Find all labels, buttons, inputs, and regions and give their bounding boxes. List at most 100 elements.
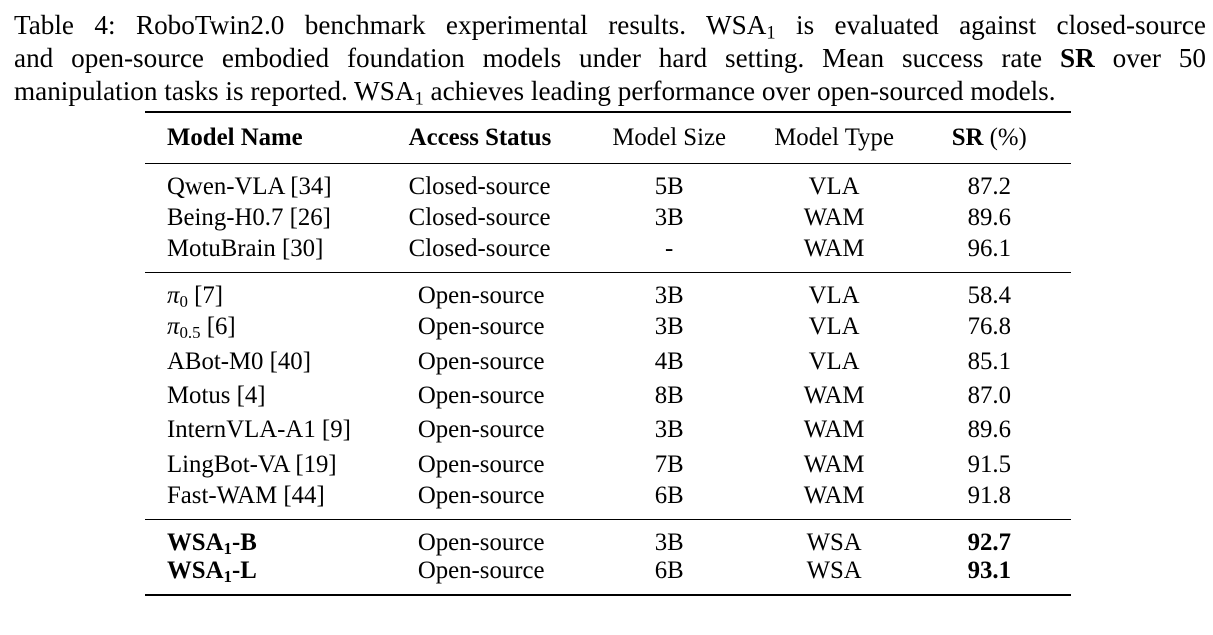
header-sr-unit: (%) <box>983 124 1027 151</box>
caption-line-1: Table 4: RoboTwin2.0 benchmark experimen… <box>14 9 1206 42</box>
header-model-name: Model Name <box>167 124 303 151</box>
success-rate: 85.1 <box>967 347 1011 375</box>
table-row: WSA1-L Open-source 6B WSA 93.1 <box>145 557 1071 595</box>
model-name: Being-H0.7 [26] <box>167 204 331 232</box>
model-size: 6B <box>654 481 684 509</box>
success-rate: 96.1 <box>967 235 1011 263</box>
table-row: Being-H0.7 [26] Closed-source 3B WAM 89.… <box>145 201 1071 235</box>
model-name: Qwen-VLA [34] <box>167 173 332 200</box>
table-row: MotuBrain [30] Closed-source - WAM 96.1 <box>145 235 1071 273</box>
caption-text: achieves leading performance over open-s… <box>423 76 1056 106</box>
model-type: VLA <box>808 347 860 375</box>
model-type: WAM <box>803 450 865 478</box>
model-name-subscript: 1 <box>223 538 232 558</box>
model-size: 6B <box>654 556 684 584</box>
header-sr: SR (%) <box>908 112 1071 164</box>
table-row: WSA1-B Open-source 3B WSA 92.7 <box>145 519 1071 557</box>
access-status: Open-source <box>417 313 545 341</box>
table-caption: Table 4: RoboTwin2.0 benchmark experimen… <box>14 9 1206 108</box>
access-status: Closed-source <box>408 235 551 263</box>
access-status: Open-source <box>417 282 545 310</box>
success-rate: 87.0 <box>967 382 1011 410</box>
model-name-base: WSA <box>167 528 224 556</box>
results-table: Model Name Access Status Model Size Mode… <box>145 111 1071 596</box>
model-name: π0 [7] <box>145 273 385 312</box>
table-row: Fast-WAM [44] Open-source 6B WAM 91.8 <box>145 482 1071 520</box>
caption-bold-sr: SR <box>1059 43 1095 73</box>
pi-symbol: π <box>167 313 180 341</box>
model-type: WSA <box>806 528 862 556</box>
header-model-size: Model Size <box>612 124 726 151</box>
table-header: Model Name Access Status Model Size Mode… <box>145 112 1071 164</box>
success-rate: 58.4 <box>967 282 1011 310</box>
model-type: WAM <box>803 382 865 410</box>
table-row: π0.5 [6] Open-source 3B VLA 76.8 <box>145 310 1071 344</box>
access-status: Open-source <box>417 528 545 556</box>
open-source-group: π0 [7] Open-source 3B VLA 58.4 π0.5 [6] … <box>145 272 1071 520</box>
header-row: Model Name Access Status Model Size Mode… <box>145 112 1071 164</box>
table-row: ABot-M0 [40] Open-source 4B VLA 85.1 <box>145 345 1071 379</box>
model-size: 3B <box>654 204 684 232</box>
access-status: Closed-source <box>408 204 551 232</box>
model-name: WSA1-L <box>145 557 385 595</box>
caption-subscript: 1 <box>766 22 776 43</box>
model-type: VLA <box>808 173 860 200</box>
success-rate: 87.2 <box>967 173 1011 200</box>
success-rate: 92.7 <box>967 528 1011 556</box>
access-status: Open-source <box>417 556 545 584</box>
access-status: Open-source <box>417 347 545 375</box>
model-type: WAM <box>803 481 865 509</box>
access-status: Closed-source <box>408 173 551 200</box>
model-name-suffix: -L <box>231 556 257 584</box>
table-row: LingBot-VA [19] Open-source 7B WAM 91.5 <box>145 447 1071 481</box>
model-name: MotuBrain [30] <box>167 235 324 263</box>
table-row: Qwen-VLA [34] Closed-source 5B VLA 87.2 <box>145 164 1071 202</box>
model-type: WAM <box>803 204 865 232</box>
model-size: 8B <box>654 382 684 410</box>
model-size: 5B <box>654 173 684 200</box>
caption-subscript: 1 <box>414 88 424 109</box>
table-row: Motus [4] Open-source 8B WAM 87.0 <box>145 379 1071 413</box>
caption-line-3: manipulation tasks is reported. WSA1 ach… <box>14 75 1206 108</box>
model-type: WSA <box>806 556 862 584</box>
access-status: Open-source <box>417 450 545 478</box>
model-name-subscript: 0 <box>179 292 188 312</box>
model-size: 7B <box>654 450 684 478</box>
caption-text: Table 4: RoboTwin2.0 benchmark experimen… <box>14 10 767 40</box>
model-name-suffix: -B <box>231 528 257 556</box>
success-rate: 93.1 <box>967 556 1011 584</box>
model-size: 3B <box>654 313 684 341</box>
caption-line-2: and open-source embodied foundation mode… <box>14 42 1206 75</box>
model-type: VLA <box>808 313 860 341</box>
model-type: WAM <box>803 235 865 263</box>
closed-source-group: Qwen-VLA [34] Closed-source 5B VLA 87.2 … <box>145 164 1071 273</box>
header-sr-bold: SR <box>951 124 984 151</box>
model-size: 3B <box>654 282 684 310</box>
access-status: Open-source <box>417 382 545 410</box>
model-name: π0.5 [6] <box>145 310 385 344</box>
model-type: VLA <box>808 282 860 310</box>
ours-group: WSA1-B Open-source 3B WSA 92.7 WSA1-L Op… <box>145 519 1071 595</box>
model-name-base: WSA <box>167 556 224 584</box>
model-size: 3B <box>654 416 684 444</box>
model-name-subscript: 0.5 <box>179 323 201 343</box>
model-name: WSA1-B <box>145 519 385 557</box>
success-rate: 89.6 <box>967 416 1011 444</box>
model-name: Motus [4] <box>167 382 266 410</box>
model-name-subscript: 1 <box>223 566 232 586</box>
caption-text: and open-source embodied foundation mode… <box>14 43 1060 73</box>
caption-text: is evaluated against closed-source <box>775 10 1206 40</box>
table-row: InternVLA-A1 [9] Open-source 3B WAM 89.6 <box>145 413 1071 447</box>
pi-symbol: π <box>167 282 180 310</box>
header-model-type: Model Type <box>774 124 894 151</box>
success-rate: 91.8 <box>967 481 1011 509</box>
table-row: π0 [7] Open-source 3B VLA 58.4 <box>145 273 1071 312</box>
access-status: Open-source <box>417 416 545 444</box>
model-name: ABot-M0 [40] <box>167 347 311 375</box>
model-name: InternVLA-A1 [9] <box>167 416 351 444</box>
success-rate: 91.5 <box>967 450 1011 478</box>
header-access-status: Access Status <box>408 124 552 151</box>
caption-text: manipulation tasks is reported. WSA <box>14 76 415 106</box>
model-name: Fast-WAM [44] <box>167 481 325 509</box>
model-size: - <box>665 235 674 263</box>
